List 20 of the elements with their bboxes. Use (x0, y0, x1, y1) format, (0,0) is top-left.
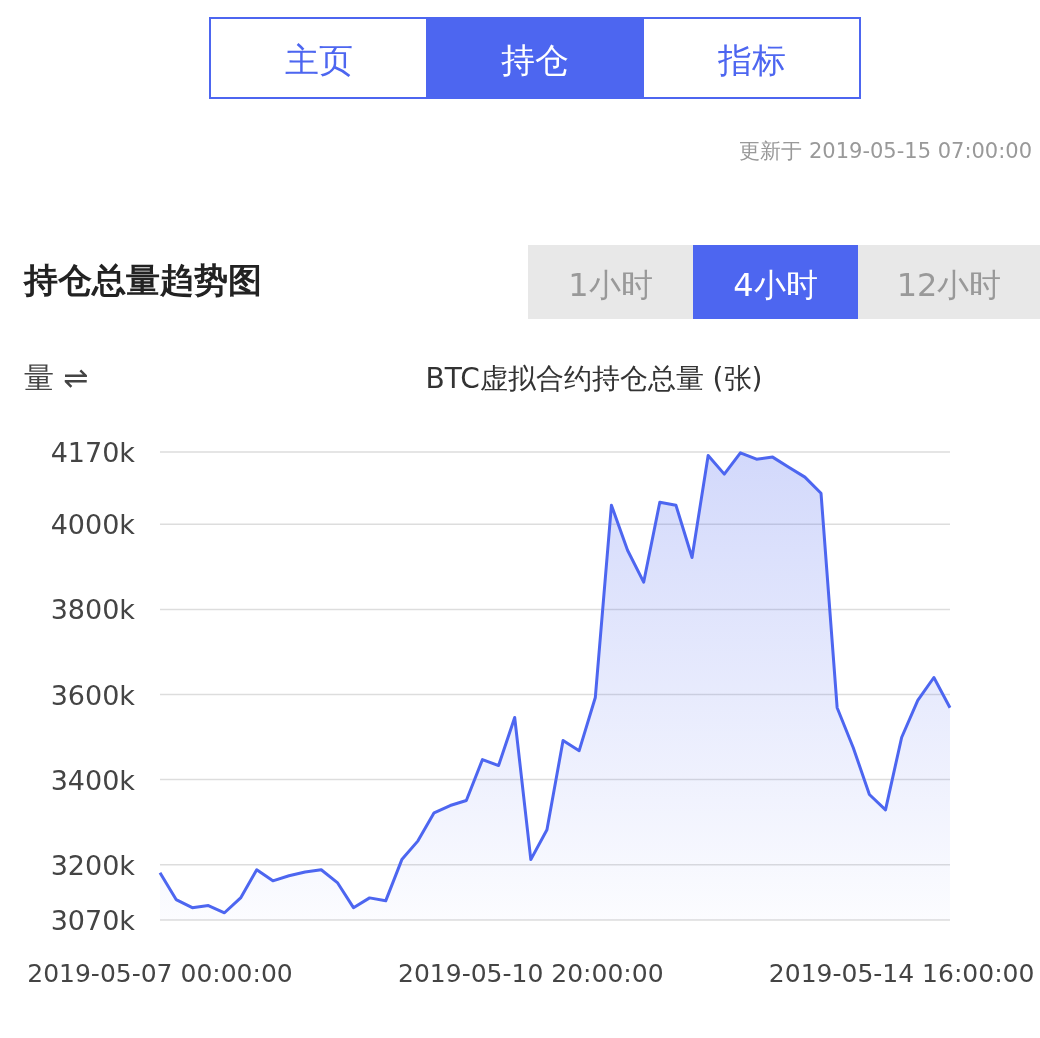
control-tab-label: 指标 (717, 40, 786, 80)
control-tab-label: 持仓 (501, 40, 569, 80)
text: 更新于 2019-05-15 07:00:00 (739, 139, 1032, 163)
text: 量 ⇌ (24, 360, 89, 395)
tick-label: 4170k (50, 437, 135, 468)
tick-label: 2019-05-14 16:00:00 (768, 959, 1035, 988)
tick-label: 3400k (50, 764, 135, 796)
control-period-label: 4小时 (733, 266, 818, 304)
tick-label: 3800k (50, 594, 135, 626)
tick-label: 3200k (50, 849, 135, 881)
tick-label: 4000k (50, 509, 135, 541)
tick-label: 3600k (50, 679, 135, 711)
tick-label: 2019-05-10 20:00:00 (398, 959, 664, 988)
subtitle: BTC虚拟合约持仓总量 (张) (425, 362, 763, 395)
title: 持仓总量趋势图 (24, 260, 262, 300)
control-period-label: 12小时 (896, 266, 1002, 304)
control-tab-label: 主页 (284, 40, 353, 80)
tick-label: 2019-05-07 00:00:00 (27, 959, 293, 988)
tick-label: 3070k (50, 905, 135, 936)
control-period-label: 1小时 (568, 266, 653, 304)
